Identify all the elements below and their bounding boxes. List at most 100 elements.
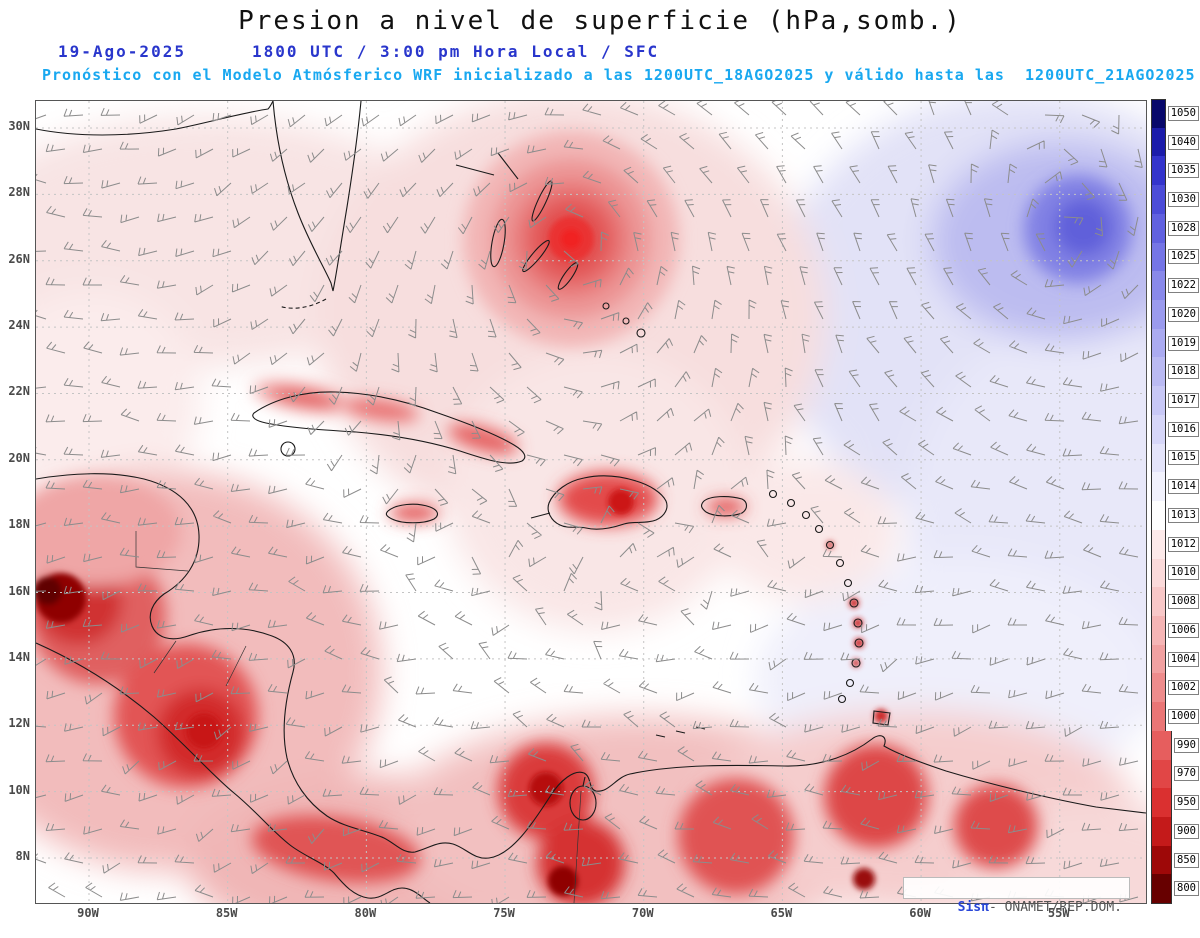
coastlines: [36, 101, 1146, 903]
colorbar-row: 1022: [1151, 271, 1199, 301]
lat-label: 20N: [8, 450, 30, 465]
pressure-shading-mid: [36, 131, 1132, 903]
colorbar-row: 850: [1151, 845, 1199, 875]
colorbar-row: 1020: [1151, 300, 1199, 329]
time-label: 1800 UTC / 3:00 pm Hora Local / SFC: [252, 42, 660, 61]
page-title: Presion a nivel de superficie (hPa,somb.…: [238, 6, 962, 36]
lat-label: 14N: [8, 649, 30, 664]
colorbar-segment: [1151, 558, 1166, 588]
lon-label: 65W: [770, 906, 793, 920]
pressure-shading-cores: [36, 216, 888, 896]
colorbar-label: 1008: [1167, 594, 1199, 610]
colorbar-label: 1030: [1167, 192, 1199, 208]
wind-barb-strokes: [36, 101, 1143, 903]
colorbar-segment: [1151, 615, 1166, 645]
colorbar-label: 850: [1174, 852, 1199, 868]
colorbar-label: 1017: [1167, 393, 1199, 409]
colorbar-label: 1040: [1167, 134, 1199, 150]
pressure-map: Sisπ- ONAMET/REP.DOM.: [35, 100, 1147, 915]
colorbar-segment: [1151, 300, 1166, 329]
colorbar-segment: [1151, 213, 1166, 243]
lat-label: 16N: [8, 583, 30, 598]
colorbar-row: 1006: [1151, 615, 1199, 645]
colorbar-label: 1010: [1167, 565, 1199, 581]
colorbar-label: 1013: [1167, 507, 1199, 523]
lon-label: 85W: [215, 906, 238, 920]
colorbar-label: 1050: [1167, 105, 1199, 121]
colorbar-segment: [1151, 759, 1173, 789]
colorbar-segment: [1151, 845, 1173, 875]
colorbar-row: 1030: [1151, 185, 1199, 214]
lat-axis: 30N 28N 26N 24N 22N 20N 18N 16N 14N 12N 10N 8N: [0, 100, 33, 902]
colorbar-label: 1022: [1167, 278, 1199, 294]
colorbar-segment: [1151, 328, 1166, 358]
colorbar-row: 1035: [1151, 156, 1199, 186]
colorbar-segment: [1151, 501, 1166, 530]
colorbar-segment: [1151, 271, 1166, 301]
lat-label: 22N: [8, 384, 30, 399]
colorbar-label: 1000: [1167, 708, 1199, 724]
watermark: Sisπ- ONAMET/REP.DOM.: [902, 877, 1130, 915]
watermark-text: - ONAMET/REP.DOM.: [988, 900, 1122, 915]
colorbar-segment: [1151, 816, 1173, 846]
colorbar-label: 1016: [1167, 421, 1199, 437]
colorbar-label: 1018: [1167, 364, 1199, 380]
lon-label: 75W: [493, 906, 515, 920]
colorbar-row: 1018: [1151, 357, 1199, 387]
colorbar-label: 1002: [1167, 680, 1199, 696]
colorbar-segment: [1151, 472, 1166, 502]
lat-label: 8N: [15, 848, 30, 863]
colorbar-row: 1010: [1151, 558, 1199, 588]
colorbar-row: 1008: [1151, 587, 1199, 616]
lon-label: 60W: [909, 906, 931, 920]
colorbar-row: 1028: [1151, 213, 1199, 243]
wind-barbs: [36, 101, 1143, 903]
pressure-map-canvas: [36, 101, 1146, 903]
colorbar-label: 1028: [1167, 220, 1199, 236]
colorbar-label: 970: [1174, 766, 1199, 782]
colorbar-row: 800: [1151, 873, 1199, 904]
colorbar-label: 990: [1174, 737, 1199, 753]
colorbar-label: 1006: [1167, 622, 1199, 638]
colorbar-segment: [1151, 127, 1166, 157]
colorbar-label: 1019: [1167, 335, 1199, 351]
colorbar-label: 1025: [1167, 249, 1199, 265]
colorbar-label: 1015: [1167, 450, 1199, 466]
colorbar-segment: [1151, 443, 1166, 473]
colorbar-row: 900: [1151, 816, 1199, 846]
colorbar-row: 970: [1151, 759, 1199, 789]
colorbar-row: 1019: [1151, 328, 1199, 358]
colorbar-row: 1040: [1151, 127, 1199, 157]
lat-label: 28N: [8, 185, 30, 200]
colorbar-segment: [1151, 702, 1166, 731]
lat-label: 12N: [8, 716, 30, 731]
colorbar-segment: [1151, 185, 1166, 214]
lon-label: 55W: [1047, 906, 1070, 920]
colorbar-label: 950: [1174, 795, 1199, 811]
colorbar: 1050 1040 1035 1030 1028 1025 1022 1020 1019 1018…: [1151, 98, 1199, 904]
colorbar-label: 1012: [1167, 536, 1199, 552]
colorbar-segment: [1151, 386, 1166, 415]
colorbar-segment: [1151, 730, 1173, 760]
lat-label: 26N: [8, 251, 30, 266]
colorbar-label: 1004: [1167, 651, 1199, 667]
colorbar-segment: [1151, 644, 1166, 674]
colorbar-segment: [1151, 156, 1166, 186]
lon-axis: 90W 85W 80W 75W 70W 65W 60W 55W: [35, 906, 1145, 924]
colorbar-segment: [1151, 788, 1173, 817]
colorbar-row: 1050: [1151, 98, 1199, 129]
lat-label: 30N: [8, 119, 30, 133]
colorbar-segment: [1151, 98, 1166, 129]
colorbar-label: 1014: [1167, 479, 1199, 495]
colorbar-row: 950: [1151, 788, 1199, 817]
colorbar-row: 1015: [1151, 443, 1199, 473]
colorbar-row: 1000: [1151, 702, 1199, 731]
lon-label: 90W: [77, 906, 99, 920]
lat-label: 18N: [8, 517, 30, 532]
colorbar-segment: [1151, 357, 1166, 387]
lat-label: 24N: [8, 318, 30, 333]
colorbar-row: 1017: [1151, 386, 1199, 415]
colorbar-segment: [1151, 673, 1166, 703]
colorbar-label: 800: [1174, 881, 1199, 897]
date-label: 19-Ago-2025: [58, 42, 186, 61]
